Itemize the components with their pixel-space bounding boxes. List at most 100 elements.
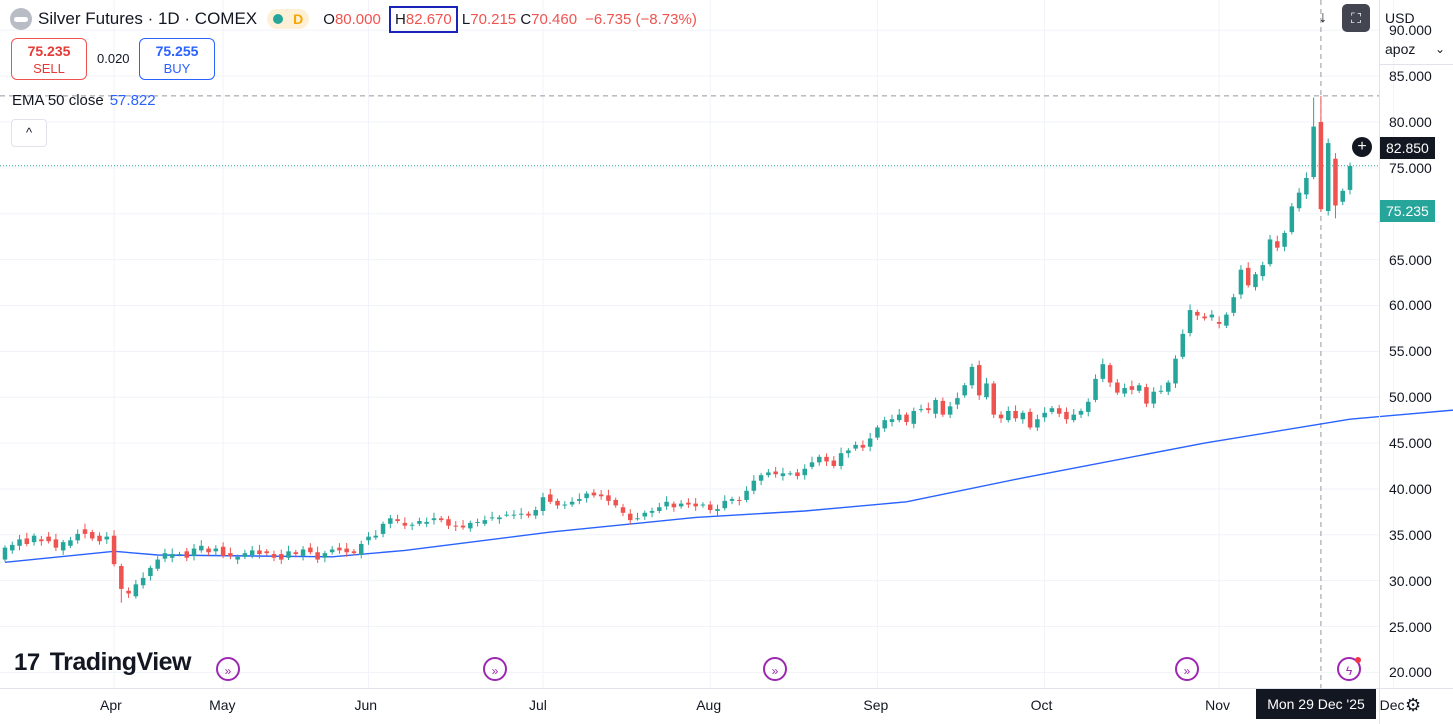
tradingview-logo[interactable]: 17 TradingView — [14, 648, 192, 677]
candle-body — [308, 547, 313, 553]
event-icon-sep[interactable]: » — [763, 657, 787, 681]
time-tick-label: May — [209, 697, 236, 713]
flash-icon[interactable]: ϟ — [1337, 657, 1361, 681]
candle-body — [1282, 233, 1287, 247]
candle-body — [1100, 364, 1106, 379]
candle-body — [693, 503, 698, 507]
unit-value: apoz — [1385, 41, 1416, 57]
buy-label: BUY — [163, 61, 191, 76]
flash-glyph: ϟ — [1345, 664, 1353, 678]
candle-body — [155, 559, 160, 569]
candle-body — [627, 513, 633, 521]
buy-button[interactable]: 75.255 BUY — [139, 38, 215, 80]
candle-body — [1187, 310, 1193, 333]
chevron-down-icon: ⌄ — [1434, 42, 1445, 56]
collapse-legend-button[interactable]: ^ — [11, 119, 47, 147]
candle-body — [1071, 414, 1076, 421]
settings-gear-icon[interactable]: ⚙ — [1405, 695, 1421, 716]
candle-body — [1064, 411, 1069, 420]
candle-body — [940, 400, 946, 415]
sell-button[interactable]: 75.235 SELL — [11, 38, 87, 80]
candle-body — [1158, 390, 1164, 392]
fullscreen-button[interactable]: ⛶ — [1342, 4, 1370, 32]
candle-body — [642, 512, 648, 517]
candle-body — [1013, 410, 1018, 419]
candle-body — [526, 513, 531, 516]
candle-body — [46, 536, 51, 542]
candle-body — [242, 553, 248, 557]
sell-price: 75.235 — [27, 43, 71, 59]
candle-body — [402, 522, 408, 526]
add-alert-plus-icon[interactable]: + — [1352, 137, 1372, 157]
candle-body — [271, 554, 277, 558]
candle-body — [700, 504, 706, 506]
axis-controls-divider — [1379, 64, 1453, 65]
price-tick-label: 45.000 — [1389, 435, 1432, 452]
candle-body — [889, 419, 895, 422]
candle-body — [329, 549, 335, 553]
candle-body — [1238, 269, 1244, 295]
event-icon-may[interactable]: » — [216, 657, 240, 681]
download-button[interactable]: ↓ — [1309, 4, 1337, 32]
candle-body — [133, 584, 139, 597]
candle-body — [1180, 333, 1186, 357]
candle-body — [875, 427, 880, 438]
candle-body — [1209, 314, 1215, 318]
candle-body — [31, 535, 37, 543]
event-icon-jul[interactable]: » — [483, 657, 507, 681]
currency-value: USD — [1385, 10, 1415, 26]
price-tick-label: 30.000 — [1389, 572, 1432, 589]
candle-body — [533, 510, 538, 516]
candle-body — [409, 524, 415, 526]
buy-price: 75.255 — [155, 43, 199, 59]
candle-body — [1231, 297, 1236, 313]
candle-body — [780, 473, 786, 477]
candle-body — [606, 495, 611, 501]
time-tick-label: Jun — [354, 697, 378, 713]
crosshair-price-label: 82.850 — [1380, 137, 1435, 159]
ema-indicator-legend[interactable]: EMA 50 close 57.822 — [12, 92, 156, 109]
candle-body — [1216, 321, 1222, 324]
currency-select[interactable]: USD — [1385, 10, 1447, 26]
candle-body — [482, 520, 488, 524]
candle-body — [1165, 382, 1171, 392]
candle-body — [882, 420, 887, 429]
candle-body — [802, 468, 807, 476]
candle-body — [1129, 386, 1135, 390]
event-glyph: » — [1183, 664, 1191, 678]
price-tick-label: 40.000 — [1389, 480, 1432, 497]
event-glyph: » — [224, 664, 232, 678]
chart-legend-header: Silver Futures · 1D · COMEX D O80.000 H8… — [10, 5, 697, 33]
market-status-badge[interactable]: D — [267, 9, 310, 29]
price-tick-label: 35.000 — [1389, 526, 1432, 543]
unit-select[interactable]: apoz ⌄ — [1385, 41, 1447, 57]
candle-body — [337, 547, 342, 551]
time-tick-label: Oct — [1030, 697, 1053, 713]
candle-body — [860, 444, 866, 448]
candle-body — [729, 499, 735, 501]
candle-body — [562, 504, 568, 506]
candle-body — [947, 406, 953, 415]
candle-body — [831, 460, 837, 467]
candle-body — [1195, 311, 1200, 316]
event-icon-dec[interactable]: » — [1175, 657, 1199, 681]
candle-body — [722, 500, 728, 509]
candle-body — [904, 414, 909, 422]
candle-body — [540, 497, 546, 511]
candle-body — [380, 523, 386, 534]
candle-body — [1042, 412, 1047, 418]
candle-body — [438, 518, 444, 521]
candle-body — [2, 547, 8, 560]
candle-body — [962, 385, 967, 396]
symbol-title[interactable]: Silver Futures · 1D · COMEX — [38, 9, 258, 28]
candle-body — [737, 499, 742, 501]
candle-body — [620, 507, 626, 513]
candle-body — [1093, 378, 1098, 400]
candle-body — [758, 475, 764, 481]
candle-body — [846, 450, 851, 454]
candle-body — [955, 398, 960, 405]
candle-body — [984, 383, 989, 398]
delayed-badge-label: D — [293, 11, 304, 27]
candle-body — [1245, 267, 1251, 286]
